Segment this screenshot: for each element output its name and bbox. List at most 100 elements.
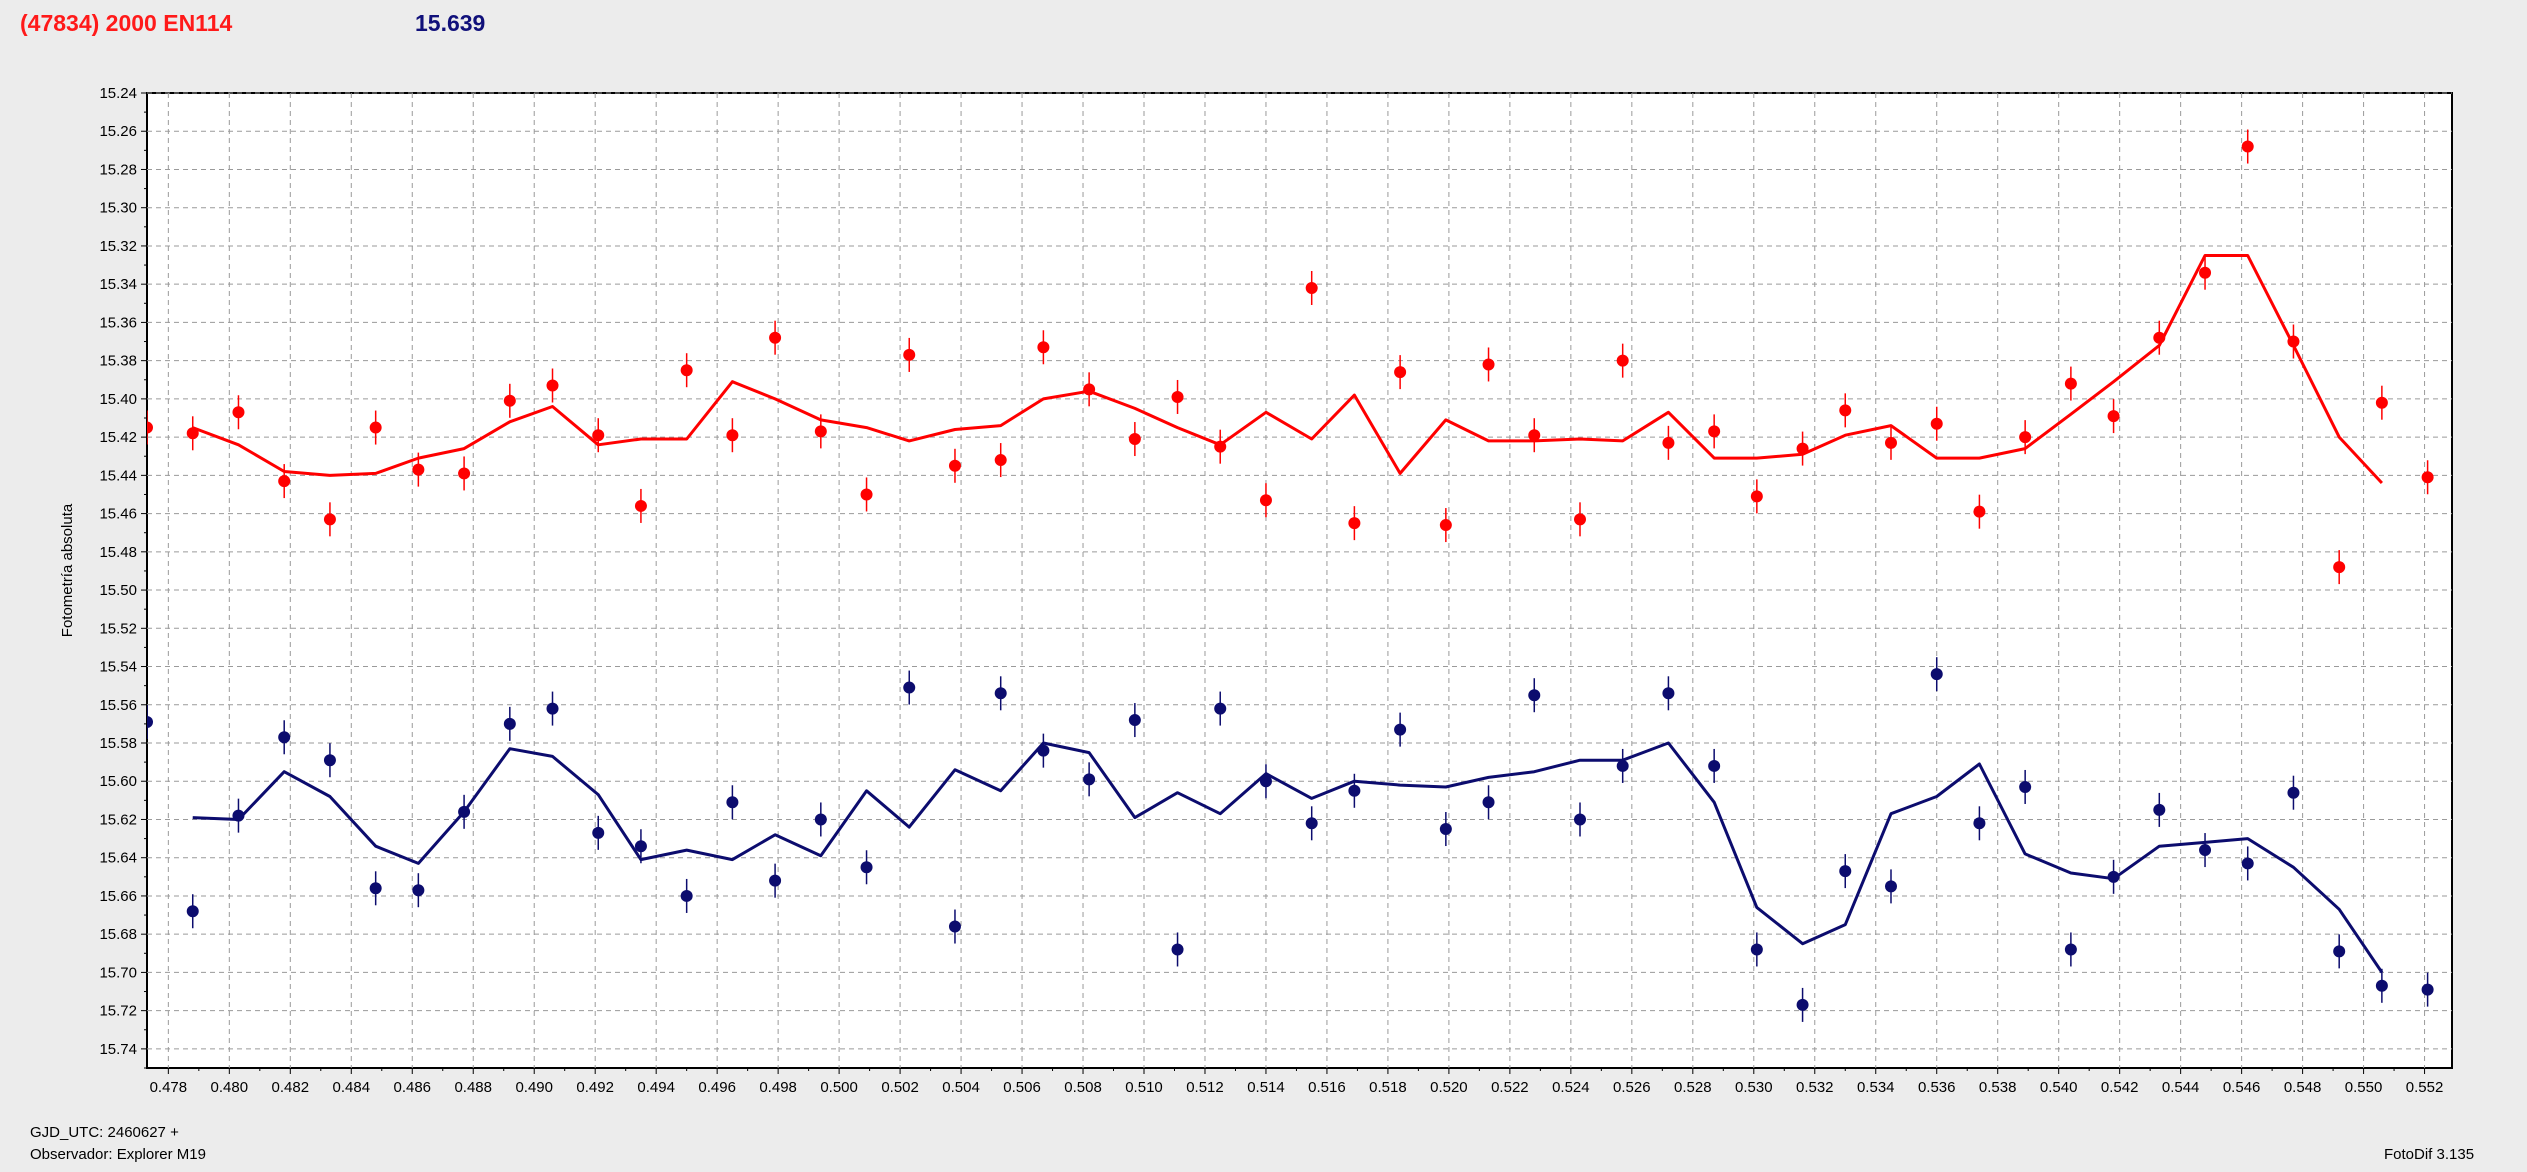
x-tick-label: 0.496 — [698, 1079, 736, 1096]
blue-data-point — [1394, 723, 1407, 736]
x-tick-label: 0.502 — [881, 1079, 919, 1096]
blue-data-point — [412, 884, 425, 897]
blue-data-point — [503, 717, 516, 730]
blue-data-point — [323, 754, 336, 767]
x-tick-label: 0.506 — [1003, 1079, 1041, 1096]
red-data-point — [2333, 561, 2346, 574]
software-label: FotoDif 3.135 — [2384, 1146, 2475, 1163]
blue-data-point — [1305, 817, 1318, 830]
red-data-point — [1439, 519, 1452, 532]
red-data-point — [1128, 433, 1141, 446]
blue-data-point — [1083, 773, 1096, 786]
red-data-point — [1171, 390, 1184, 403]
blue-data-point — [2107, 870, 2120, 883]
red-data-point — [1574, 513, 1587, 526]
x-tick-label: 0.486 — [393, 1079, 431, 1096]
blue-data-point — [1750, 943, 1763, 956]
x-tick-label: 0.518 — [1369, 1079, 1407, 1096]
blue-data-point — [546, 702, 559, 715]
red-data-point — [2287, 335, 2300, 348]
blue-data-point — [1884, 880, 1897, 893]
red-data-point — [1528, 429, 1541, 442]
blue-data-point — [1574, 813, 1587, 826]
red-data-point — [2107, 410, 2120, 423]
x-tick-label: 0.546 — [2223, 1079, 2261, 1096]
red-data-point — [1750, 490, 1763, 503]
blue-data-point — [147, 715, 153, 728]
blue-data-point — [903, 681, 916, 694]
red-data-point — [1839, 404, 1852, 417]
y-tick-label: 15.60 — [99, 773, 137, 790]
y-tick-label: 15.54 — [99, 659, 137, 676]
red-data-point — [1214, 440, 1227, 453]
y-tick-label: 15.62 — [99, 811, 137, 828]
red-data-point — [903, 348, 916, 361]
y-tick-label: 15.24 — [99, 85, 137, 102]
y-tick-label: 15.50 — [99, 582, 137, 599]
x-tick-label: 0.484 — [333, 1079, 371, 1096]
x-tick-label: 0.552 — [2406, 1079, 2444, 1096]
red-data-point — [2153, 331, 2166, 344]
y-tick-label: 15.38 — [99, 353, 137, 370]
y-tick-label: 15.66 — [99, 888, 137, 905]
x-tick-label: 0.514 — [1247, 1079, 1285, 1096]
blue-data-point — [1973, 817, 1986, 830]
x-tick-label: 0.530 — [1735, 1079, 1773, 1096]
blue-data-point — [2421, 983, 2434, 996]
blue-data-point — [2064, 943, 2077, 956]
blue-data-point — [1528, 689, 1541, 702]
x-tick-label: 0.526 — [1613, 1079, 1651, 1096]
red-data-point — [1348, 517, 1361, 530]
red-data-point — [814, 425, 827, 438]
red-data-point — [412, 463, 425, 476]
blue-data-point — [726, 796, 739, 809]
x-tick-label: 0.490 — [515, 1079, 553, 1096]
y-tick-label: 15.34 — [99, 276, 137, 293]
blue-data-point — [1171, 943, 1184, 956]
y-tick-label: 15.72 — [99, 1003, 137, 1020]
x-tick-label: 0.542 — [2101, 1079, 2139, 1096]
x-tick-label: 0.508 — [1064, 1079, 1102, 1096]
blue-data-point — [2199, 844, 2212, 857]
red-data-point — [1259, 494, 1272, 507]
observer-label: Observador: Explorer M19 — [30, 1146, 206, 1163]
blue-data-point — [278, 731, 291, 744]
reference-magnitude: 15.639 — [415, 10, 486, 36]
red-data-point — [634, 499, 647, 512]
plot-area — [146, 92, 2453, 1069]
gjd-label: GJD_UTC: 2460627 + — [30, 1124, 179, 1141]
y-axis-label: Fotometría absoluta — [59, 503, 76, 637]
blue-data-point — [1214, 702, 1227, 715]
blue-data-point — [1439, 823, 1452, 836]
blue-data-point — [860, 861, 873, 874]
blue-data-point — [1482, 796, 1495, 809]
blue-data-point — [1037, 744, 1050, 757]
x-tick-label: 0.510 — [1125, 1079, 1163, 1096]
x-tick-label: 0.494 — [637, 1079, 675, 1096]
series-layer — [147, 129, 2434, 1022]
blue-data-point — [2241, 857, 2254, 870]
y-tick-label: 15.46 — [99, 506, 137, 523]
red-data-point — [369, 421, 382, 434]
blue-data-point — [1839, 865, 1852, 878]
red-data-point — [2199, 266, 2212, 279]
red-data-point — [1930, 417, 1943, 430]
blue-data-point — [1708, 759, 1721, 772]
x-tick-label: 0.520 — [1430, 1079, 1468, 1096]
blue-data-point — [1662, 687, 1675, 700]
y-tick-label: 15.58 — [99, 735, 137, 752]
red-data-point — [278, 475, 291, 488]
red-data-point — [1083, 383, 1096, 396]
blue-fit-line — [192, 741, 2384, 974]
y-tick-label: 15.36 — [99, 314, 137, 331]
red-data-point — [458, 467, 471, 480]
blue-data-point — [1128, 714, 1141, 727]
red-data-point — [726, 429, 739, 442]
red-data-point — [1305, 282, 1318, 294]
y-tick-label: 15.68 — [99, 926, 137, 943]
x-tick-label: 0.540 — [2040, 1079, 2078, 1096]
x-tick-label: 0.532 — [1796, 1079, 1834, 1096]
y-tick-label: 15.48 — [99, 544, 137, 561]
x-tick-label: 0.528 — [1674, 1079, 1712, 1096]
